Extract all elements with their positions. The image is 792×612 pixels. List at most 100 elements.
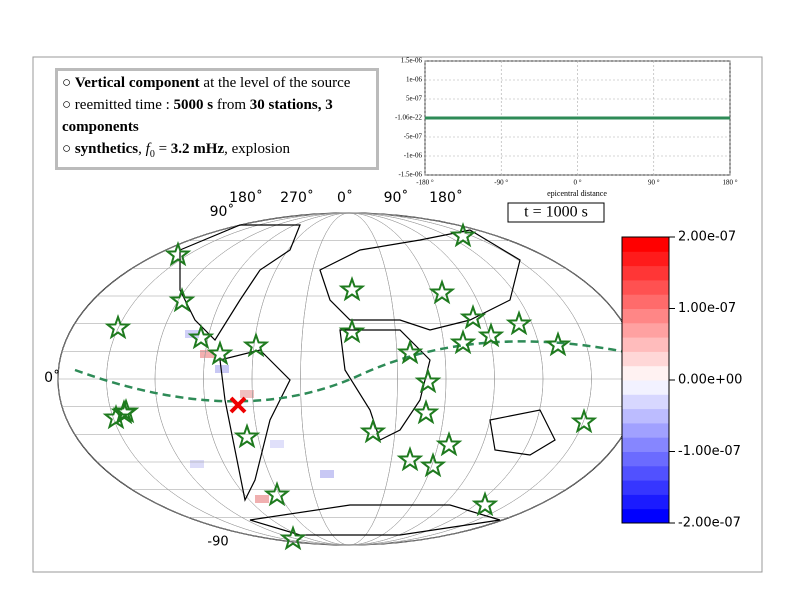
y-tick-label: -1.06e-22	[395, 114, 423, 122]
info-text: 0	[149, 149, 155, 160]
info-text: from	[213, 97, 250, 113]
station	[435, 430, 463, 457]
y-tick-label: 5e-07	[406, 95, 422, 103]
info-text: ○ reemitted time :	[62, 97, 174, 113]
info-text: at the level of the source	[199, 75, 351, 91]
colorbar-band	[622, 408, 669, 424]
colorbar-band	[622, 508, 669, 524]
station	[279, 524, 307, 551]
map: 180˚ 270˚ 0˚ 90˚ 180˚90˚0˚-90	[44, 189, 641, 551]
info-text: f	[145, 141, 150, 157]
colorbar-band	[622, 351, 669, 367]
longitude-label: 180˚	[429, 189, 463, 206]
y-tick-label: 1e-06	[406, 76, 422, 84]
info-line: ○ Vertical component at the level of the…	[62, 72, 372, 94]
station	[449, 328, 477, 355]
station	[396, 445, 424, 472]
station	[359, 417, 387, 444]
wave-patch	[270, 440, 284, 448]
station	[505, 309, 533, 336]
station	[263, 480, 291, 507]
frame	[32, 56, 763, 573]
longitude-label: 0˚	[337, 189, 353, 206]
wave-patch	[215, 365, 229, 373]
station	[544, 330, 572, 357]
station	[338, 275, 366, 302]
station	[477, 321, 505, 348]
colorbar-label: 0.00e+00	[678, 373, 742, 388]
station	[570, 407, 598, 434]
station	[414, 367, 442, 394]
station	[233, 422, 261, 449]
station	[104, 313, 132, 340]
info-text: 3.2 mHz	[170, 141, 225, 157]
colorbar-band	[622, 337, 669, 352]
colorbar-band	[622, 451, 669, 467]
y-tick-label: -5e-07	[404, 133, 423, 141]
y-tick-label: -1.5e-06	[398, 171, 422, 179]
station	[206, 339, 234, 366]
colorbar-band	[622, 265, 669, 281]
info-text: , explosion	[224, 141, 290, 157]
colorbar: 2.00e-07 1.00e-07 0.00e+00 -1.00e-07 -2.00e-…	[621, 230, 742, 531]
info-text: ○	[62, 141, 75, 157]
latitude-label: -90	[207, 535, 228, 550]
colorbar-band	[622, 322, 669, 338]
info-text: synthetics	[74, 141, 139, 157]
colorbar-band	[622, 279, 669, 295]
station	[168, 286, 196, 313]
time-box	[507, 202, 605, 223]
colorbar-label: -2.00e-07	[678, 516, 741, 531]
info-box: ○ Vertical component at the level of the…	[55, 68, 379, 170]
colorbar-band	[622, 237, 669, 252]
station	[471, 490, 499, 517]
x-axis-label: epicentral distance	[547, 189, 607, 198]
station	[242, 331, 270, 358]
colorbar-band	[622, 251, 669, 267]
station	[412, 398, 440, 425]
colorbar-band	[622, 308, 669, 324]
info-text: ,	[138, 141, 146, 157]
info-text: 30 stations, 3 components	[62, 97, 333, 135]
coastline	[319, 229, 521, 331]
colorbar-band	[622, 494, 669, 510]
x-tick-label: 180 °	[722, 179, 737, 187]
station	[110, 398, 138, 425]
longitude-label: 270˚	[280, 189, 314, 206]
colorbar-label: -1.00e-07	[678, 444, 741, 459]
wave-patch	[320, 470, 334, 478]
longitude-label: 90˚	[384, 189, 409, 206]
info-line: ○ reemitted time : 5000 s from 30 statio…	[62, 94, 372, 138]
station	[187, 323, 215, 350]
station	[164, 240, 192, 267]
colorbar-label: 2.00e-07	[678, 230, 736, 245]
station	[459, 303, 487, 330]
info-text: Vertical component	[74, 75, 200, 91]
colorbar-band	[622, 294, 669, 309]
y-tick-label: -1e-06	[404, 152, 423, 160]
info-text: ○	[62, 75, 75, 91]
colorbar-band	[622, 422, 669, 438]
time-label: t = 1000 s	[524, 204, 588, 221]
station	[396, 338, 424, 365]
wave-patch	[190, 460, 204, 468]
colorbar-band	[622, 437, 669, 452]
wave-patch	[200, 350, 214, 358]
x-tick-label: -90 °	[494, 179, 508, 187]
station	[449, 221, 477, 248]
coastline	[489, 409, 556, 456]
info-text: 5000 s	[173, 97, 214, 113]
y-tick-label: 1.5e-06	[401, 57, 423, 65]
latitude-label: 0˚	[44, 369, 60, 386]
x-tick-label: -180 °	[416, 179, 434, 187]
station	[419, 451, 447, 478]
colorbar-band	[622, 394, 669, 410]
great-circle	[74, 340, 641, 403]
wave-patch	[255, 495, 269, 503]
source	[229, 396, 247, 414]
info-text: =	[154, 141, 171, 157]
colorbar-label: 1.00e-07	[678, 301, 736, 316]
colorbar-band	[622, 380, 669, 395]
